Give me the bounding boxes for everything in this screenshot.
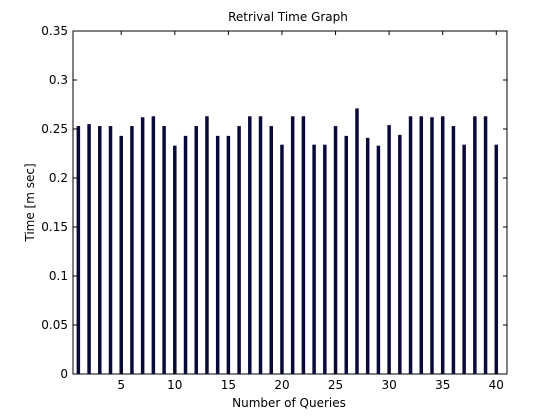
y-axis-label: Time [m sec] xyxy=(23,163,37,242)
bars-group xyxy=(76,108,499,375)
bar-query-30 xyxy=(387,125,391,374)
bar-query-20 xyxy=(280,144,284,374)
x-tick-label: 25 xyxy=(328,378,343,392)
y-axis-ticks: 0 0.05 0.1 0.15 0.2 0.25 0.3 0.35 xyxy=(41,24,507,381)
bar-query-4 xyxy=(108,126,113,374)
bar-query-35 xyxy=(440,116,445,374)
bar-query-25 xyxy=(333,126,338,374)
bar-query-22 xyxy=(301,116,306,374)
x-tick-label: 5 xyxy=(117,378,125,392)
bar-query-24 xyxy=(323,144,327,374)
bar-query-18 xyxy=(258,116,263,374)
bar-query-8 xyxy=(151,116,156,374)
x-axis-label: Number of Queries xyxy=(232,396,346,410)
y-tick-label: 0.05 xyxy=(41,318,68,332)
x-tick-label: 35 xyxy=(435,378,450,392)
plot-area xyxy=(72,30,508,375)
bar-query-31 xyxy=(398,134,402,374)
bar-query-9 xyxy=(162,126,166,374)
x-axis-ticks: 5 10 15 20 25 30 35 40 xyxy=(117,31,504,392)
bar-query-7 xyxy=(140,117,145,375)
bar-query-32 xyxy=(408,116,413,374)
chart-title: Retrival Time Graph xyxy=(228,10,348,24)
y-tick-label: 0.15 xyxy=(41,220,68,234)
y-tick-label: 0.25 xyxy=(41,122,68,136)
bar-query-1 xyxy=(76,126,81,374)
bar-query-10 xyxy=(173,145,177,374)
bar-query-29 xyxy=(376,145,381,374)
bar-query-11 xyxy=(183,135,188,374)
bar-query-21 xyxy=(290,116,295,374)
bar-query-2 xyxy=(87,124,91,374)
bar-query-39 xyxy=(483,116,488,374)
y-tick-label: 0 xyxy=(60,367,68,381)
bar-query-33 xyxy=(419,116,424,374)
bar-query-16 xyxy=(237,126,241,374)
y-tick-label: 0.35 xyxy=(41,24,68,38)
bar-query-19 xyxy=(269,126,273,374)
x-tick-label: 10 xyxy=(167,378,182,392)
y-tick-label: 0.2 xyxy=(49,171,68,185)
x-tick-label: 15 xyxy=(221,378,236,392)
bar-query-40 xyxy=(494,144,499,374)
y-tick-label: 0.3 xyxy=(49,73,68,87)
bar-query-14 xyxy=(215,135,220,374)
y-tick-label: 0.1 xyxy=(49,269,68,283)
bar-query-27 xyxy=(355,108,359,375)
bar-query-5 xyxy=(119,135,123,374)
bar-query-23 xyxy=(312,144,316,374)
bar-query-34 xyxy=(430,117,434,375)
bar-query-37 xyxy=(462,144,466,374)
bar-query-12 xyxy=(194,126,198,374)
bar-query-17 xyxy=(248,116,252,374)
bar-query-36 xyxy=(451,126,456,374)
bar-query-6 xyxy=(130,126,134,374)
bar-query-26 xyxy=(344,135,349,374)
bar-query-38 xyxy=(473,116,477,374)
x-tick-label: 40 xyxy=(489,378,504,392)
bar-query-15 xyxy=(226,135,231,374)
x-tick-label: 20 xyxy=(274,378,289,392)
x-tick-label: 30 xyxy=(381,378,396,392)
bar-query-28 xyxy=(365,137,370,374)
bar-query-3 xyxy=(98,126,102,374)
bar-query-13 xyxy=(205,116,209,374)
